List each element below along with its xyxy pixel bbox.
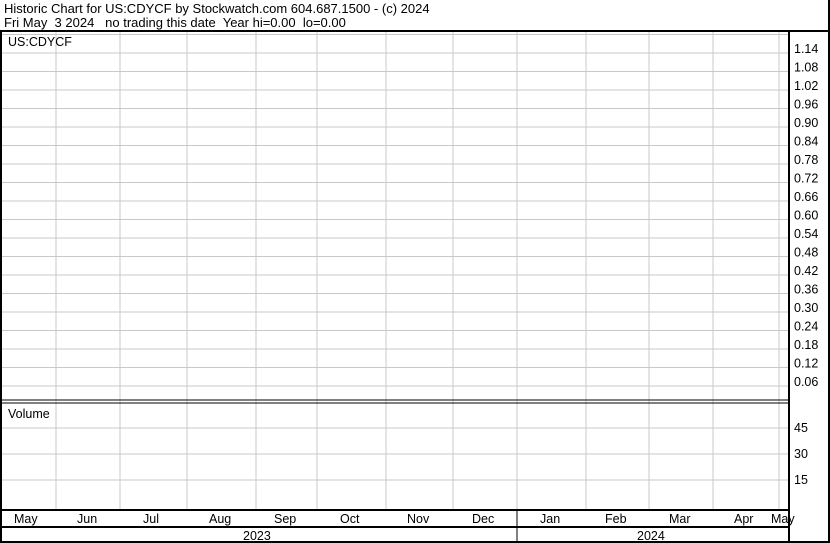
month-label: Nov <box>407 512 430 526</box>
price-panel-label: US:CDYCF <box>8 35 72 49</box>
price-tick-label: 0.60 <box>794 209 818 223</box>
chart-title: Historic Chart for US:CDYCF by Stockwatc… <box>4 1 430 16</box>
price-tick-label: 0.36 <box>794 283 818 297</box>
month-label: Feb <box>605 512 627 526</box>
year-label: 2023 <box>243 529 271 543</box>
price-tick-label: 0.48 <box>794 246 818 260</box>
month-label: Sep <box>274 512 296 526</box>
price-tick-label: 0.42 <box>794 264 818 278</box>
price-tick-label: 0.06 <box>794 375 818 389</box>
price-tick-label: 1.08 <box>794 61 818 75</box>
month-label: May <box>771 512 795 526</box>
month-label: Mar <box>669 512 691 526</box>
volume-panel-label: Volume <box>8 407 50 421</box>
volume-tick-label: 15 <box>794 473 808 487</box>
price-tick-label: 0.54 <box>794 227 818 241</box>
month-label: May <box>14 512 38 526</box>
price-tick-label: 0.90 <box>794 116 818 130</box>
month-label: Jun <box>77 512 97 526</box>
month-label: Oct <box>340 512 360 526</box>
volume-tick-label: 45 <box>794 421 808 435</box>
price-tick-label: 1.02 <box>794 79 818 93</box>
month-label: Dec <box>472 512 494 526</box>
month-label: Aug <box>209 512 231 526</box>
price-tick-label: 0.24 <box>794 320 818 334</box>
month-label: Jan <box>540 512 560 526</box>
price-tick-label: 0.18 <box>794 338 818 352</box>
month-label: Jul <box>143 512 159 526</box>
price-tick-label: 1.14 <box>794 42 818 56</box>
month-label: Apr <box>734 512 753 526</box>
chart-subtitle: Fri May 3 2024 no trading this date Year… <box>4 15 346 30</box>
price-tick-label: 0.12 <box>794 357 818 371</box>
price-tick-label: 0.72 <box>794 172 818 186</box>
price-tick-label: 0.30 <box>794 301 818 315</box>
price-tick-label: 0.78 <box>794 153 818 167</box>
price-tick-label: 0.84 <box>794 135 818 149</box>
year-label: 2024 <box>637 529 665 543</box>
price-tick-label: 0.66 <box>794 190 818 204</box>
volume-tick-label: 30 <box>794 447 808 461</box>
price-tick-label: 0.96 <box>794 98 818 112</box>
